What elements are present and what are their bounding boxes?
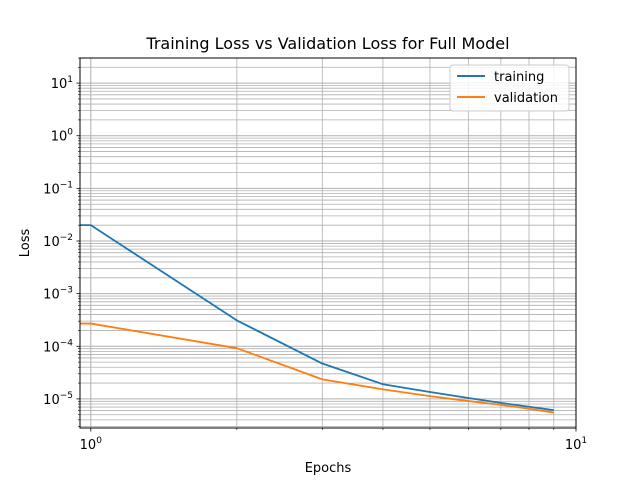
chart-title: Training Loss vs Validation Loss for Ful… [145,34,509,53]
legend-label-training: training [494,70,544,85]
x-tick-label: 101 [565,436,587,453]
legend: training validation [449,64,570,112]
y-tick-label: 10−3 [43,286,73,303]
x-axis-label: Epochs [305,461,352,476]
y-axis-label: Loss [18,229,33,258]
y-tick-label: 10−2 [43,233,73,250]
legend-label-validation: validation [494,91,558,106]
y-tick-label: 100 [51,128,74,145]
x-tick-label: 100 [80,436,103,453]
plot-frame [79,57,577,429]
axis-ticks: 100 101 10−5 10−4 10−3 10−2 10−1 100 101 [43,57,587,453]
series-line-training [80,224,554,412]
y-tick-label: 10−5 [43,391,73,408]
y-tick-label: 101 [51,75,73,92]
series-line-validation [80,322,554,414]
series-lines [80,224,554,414]
y-tick-label: 10−1 [43,180,73,197]
y-tick-label: 10−4 [43,338,73,355]
